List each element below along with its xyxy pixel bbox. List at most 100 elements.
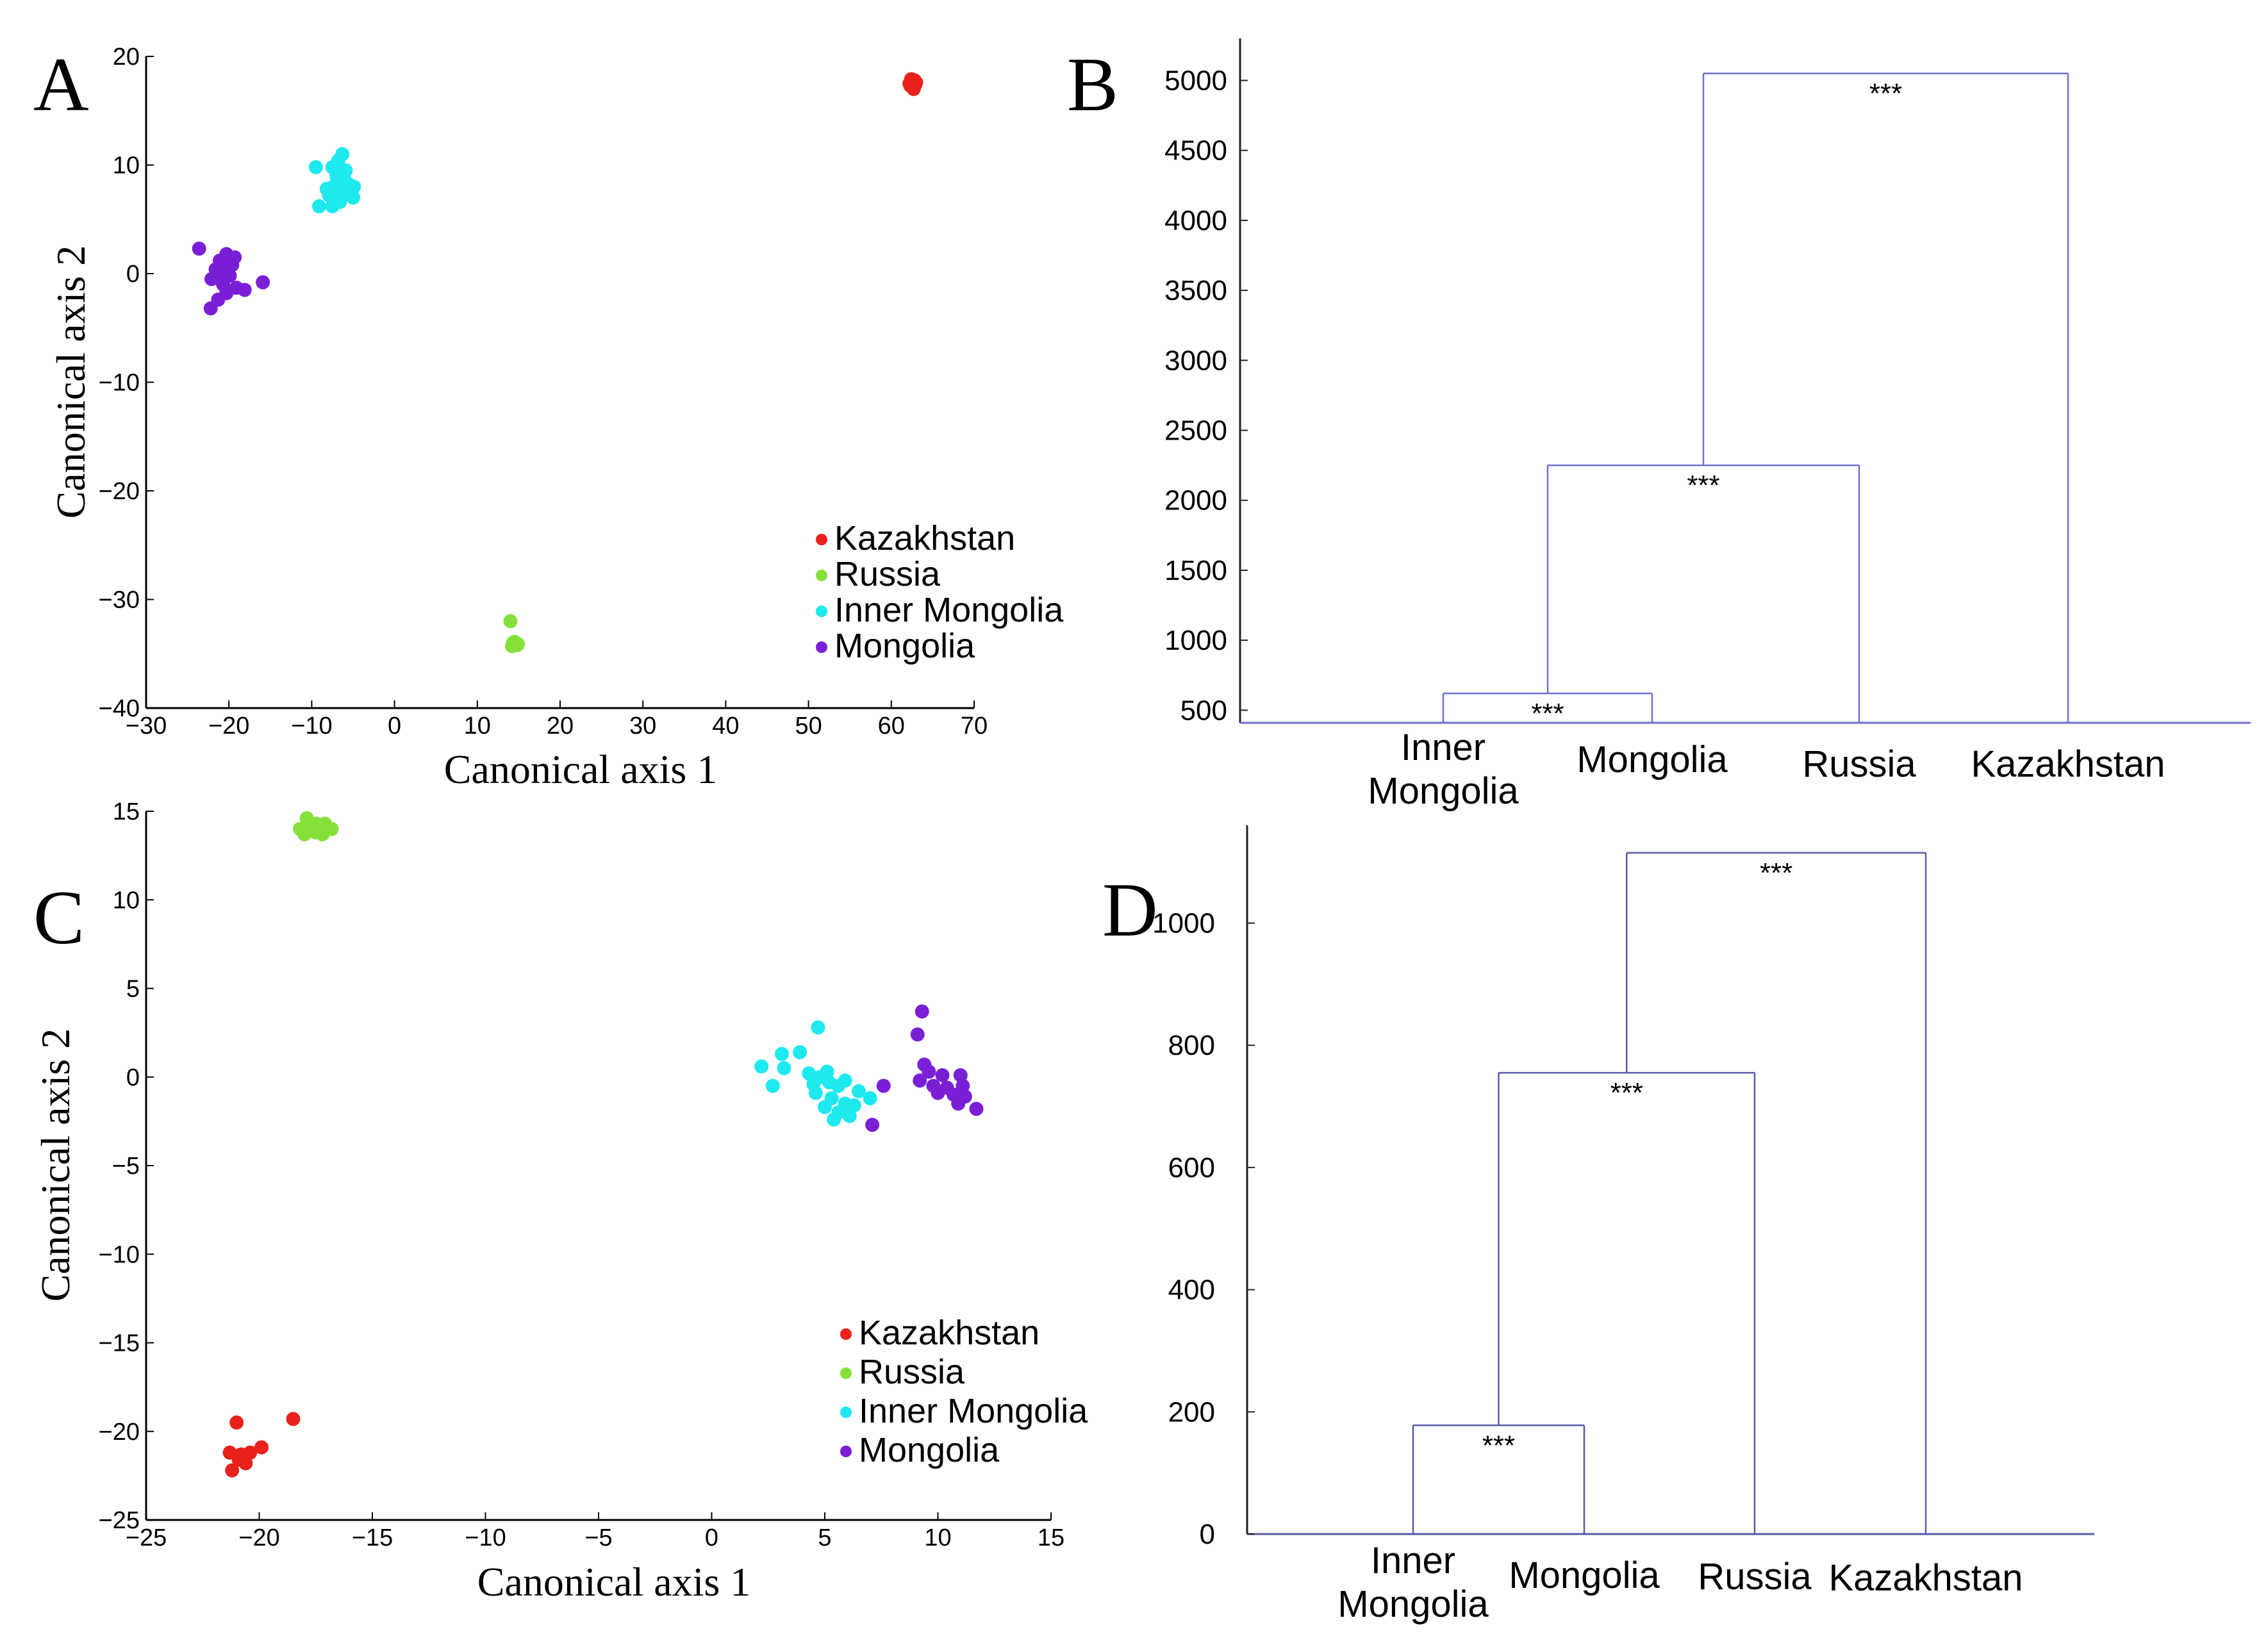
point-mongolia — [876, 1078, 891, 1093]
leaf-label-mongolia: Mongolia — [1577, 739, 1728, 780]
panel-letter: A — [33, 42, 89, 127]
y-tick-label: −30 — [99, 587, 140, 614]
x-axis-title: Canonical axis 1 — [444, 747, 718, 792]
legend-label-kazakhstan: Kazakhstan — [834, 519, 1015, 557]
y-tick-label: 500 — [1180, 695, 1227, 726]
x-tick-label: −5 — [584, 1524, 612, 1551]
legend-marker-mongolia — [816, 641, 827, 653]
point-mongolia — [203, 301, 218, 316]
point-mongolia — [237, 283, 252, 297]
point-mongolia — [865, 1118, 880, 1132]
legend-label-inner-mongolia: Inner Mongolia — [859, 1392, 1088, 1430]
y-tick-label: 800 — [1168, 1030, 1215, 1061]
y-tick-label: 3500 — [1164, 275, 1227, 306]
point-inner-mongolia — [851, 1084, 866, 1098]
point-mongolia — [931, 1086, 945, 1100]
y-tick-label: 2500 — [1164, 415, 1227, 447]
y-tick-label: 10 — [113, 153, 140, 179]
point-kazakhstan — [254, 1440, 269, 1455]
y-tick-label: 4500 — [1164, 135, 1227, 167]
y-tick-label: −10 — [99, 370, 140, 397]
x-tick-label: 5 — [818, 1524, 831, 1551]
x-axis-title: Canonical axis 1 — [477, 1559, 751, 1605]
point-mongolia — [192, 242, 206, 256]
panel-letter: B — [1067, 42, 1118, 127]
y-axis-title: Canonical axis 2 — [33, 1028, 78, 1302]
point-inner-mongolia — [793, 1045, 807, 1060]
point-mongolia — [217, 270, 231, 285]
point-inner-mongolia — [308, 160, 323, 174]
point-inner-mongolia — [347, 179, 361, 194]
point-inner-mongolia — [863, 1091, 877, 1105]
x-tick-label: −20 — [238, 1524, 279, 1551]
point-mongolia — [922, 1064, 936, 1079]
x-tick-label: 60 — [878, 713, 905, 739]
point-mongolia — [910, 1027, 925, 1042]
point-russia — [503, 614, 518, 629]
x-tick-label: 15 — [1038, 1524, 1064, 1551]
point-mongolia — [953, 1068, 968, 1082]
point-kazakhstan — [238, 1456, 253, 1471]
y-tick-label: 600 — [1168, 1152, 1215, 1184]
x-tick-label: 10 — [924, 1524, 951, 1551]
y-tick-label: 1500 — [1164, 555, 1227, 586]
legend-label-inner-mongolia: Inner Mongolia — [834, 591, 1064, 629]
point-inner-mongolia — [774, 1046, 789, 1061]
y-tick-label: −15 — [99, 1330, 140, 1357]
legend-label-russia: Russia — [859, 1353, 965, 1391]
significance-label: *** — [1531, 698, 1564, 729]
x-tick-label: −20 — [208, 713, 249, 739]
point-kazakhstan — [909, 75, 923, 90]
point-russia — [304, 820, 319, 834]
point-inner-mongolia — [312, 199, 327, 213]
significance-label: *** — [1482, 1430, 1515, 1461]
point-mongolia — [256, 275, 270, 290]
panel-letter: C — [33, 875, 85, 960]
point-kazakhstan — [286, 1412, 301, 1426]
point-mongolia — [956, 1078, 970, 1093]
point-russia — [315, 827, 330, 841]
point-mongolia — [951, 1096, 966, 1111]
y-tick-label: 20 — [113, 44, 140, 70]
leaf-label-kazakhstan: Kazakhstan — [1971, 743, 2165, 785]
point-inner-mongolia — [802, 1066, 816, 1081]
y-tick-label: 1000 — [1152, 908, 1215, 939]
leaf-label-russia: Russia — [1698, 1556, 1812, 1598]
y-tick-label: −20 — [99, 1419, 140, 1446]
panel-c-scatter: C −25 −20 −15 −10 −5 0 5 10 15 −25 −20 −15 −10 −5 0 5 10 1… — [33, 798, 1088, 1605]
y-tick-label: 15 — [113, 798, 140, 825]
x-tick-label: −30 — [126, 713, 167, 739]
panel-a-scatter: A−30 −20 −10 0 10 20 30 40 50 60 70−40−30−20−10010… — [33, 42, 1064, 792]
y-tick-label: 0 — [126, 261, 140, 288]
y-tick-label: 400 — [1168, 1275, 1215, 1306]
legend-marker-inner-mongolia — [840, 1407, 852, 1418]
legend-marker-mongolia — [840, 1446, 852, 1457]
significance-label: *** — [1610, 1077, 1643, 1109]
legend-label-kazakhstan: Kazakhstan — [859, 1314, 1039, 1352]
point-inner-mongolia — [838, 1073, 852, 1088]
point-mongolia — [913, 1073, 927, 1088]
y-tick-label: 200 — [1168, 1396, 1215, 1428]
y-tick-label: −10 — [99, 1241, 140, 1268]
point-russia — [317, 816, 332, 831]
x-tick-label: 10 — [464, 713, 491, 739]
legend-label-russia: Russia — [834, 555, 941, 593]
x-tick-label: 0 — [705, 1524, 718, 1551]
significance-label: *** — [1687, 470, 1719, 501]
point-inner-mongolia — [330, 162, 345, 177]
point-kazakhstan — [225, 1463, 240, 1478]
y-tick-label: −25 — [99, 1507, 140, 1534]
x-tick-label: −10 — [465, 1524, 506, 1551]
leaf-label-inner-mongolia: Inner Mongolia — [1337, 1540, 1489, 1625]
point-kazakhstan — [243, 1445, 258, 1460]
point-inner-mongolia — [777, 1061, 791, 1075]
y-tick-label: 3000 — [1164, 345, 1227, 376]
x-tick-label: −15 — [352, 1524, 393, 1551]
y-tick-label: 0 — [126, 1064, 140, 1091]
point-mongolia — [204, 272, 219, 286]
legend-marker-russia — [840, 1367, 852, 1379]
leaf-label-russia: Russia — [1802, 743, 1916, 785]
panel-b-dendrogram: B 500 1000 1500 2000 2500 3000 3500 4000 4500 5000… — [1067, 38, 2251, 812]
point-inner-mongolia — [811, 1020, 825, 1035]
